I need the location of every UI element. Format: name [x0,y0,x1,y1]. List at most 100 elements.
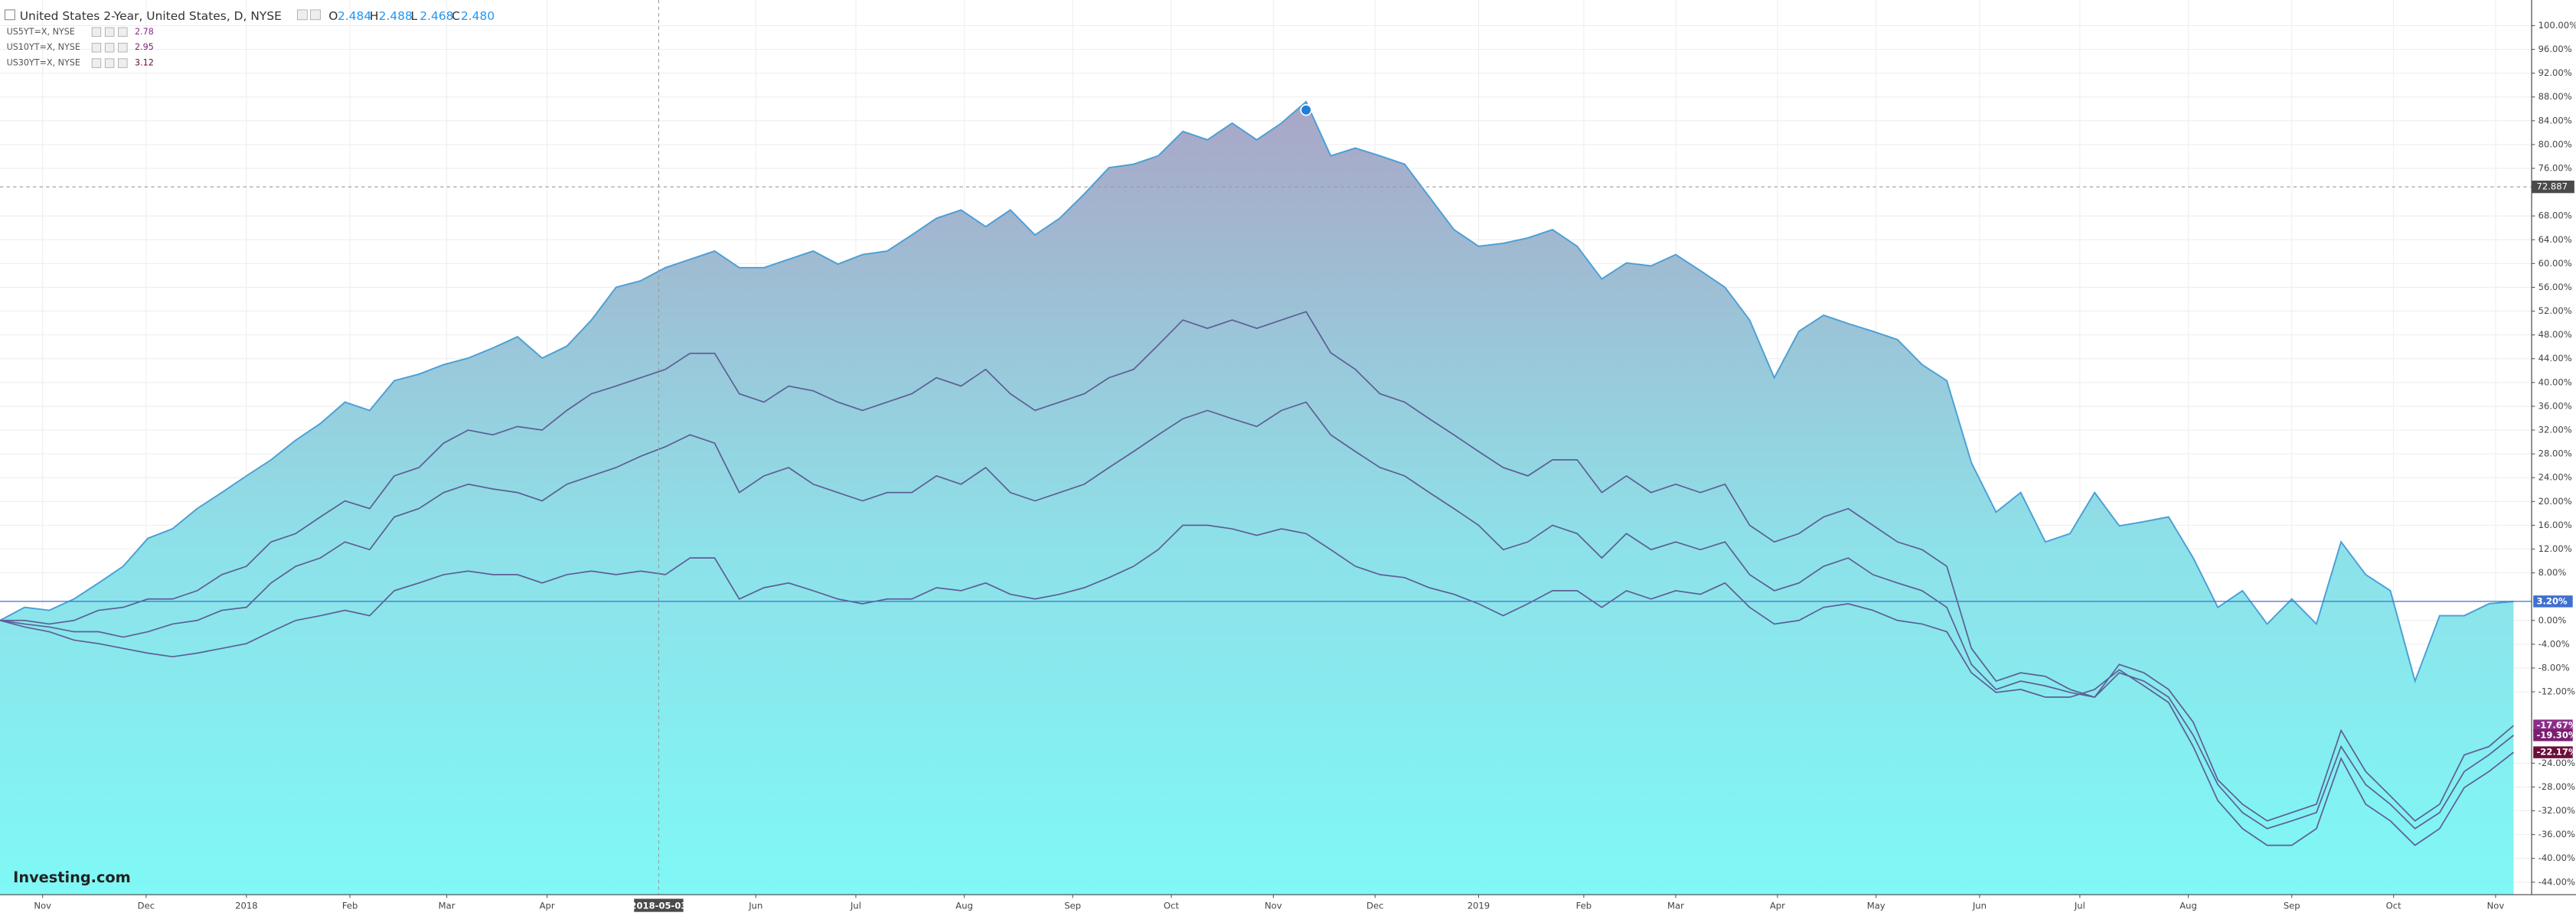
x-tick-label: Nov [34,901,51,911]
y-tick-label: 40.00% [2538,377,2572,387]
legend-button[interactable] [297,9,308,21]
x-tick-label: Feb [342,901,358,911]
y-tick-label: -44.00% [2538,876,2575,887]
legend-name: US30YT=X, NYSE [7,58,80,68]
ohlc-key: C [452,9,460,23]
x-tick-label: Apr [1770,901,1785,911]
legend-value: 3.12 [135,58,154,68]
last-value-tag [2533,595,2573,608]
event-flag[interactable] [1300,104,1312,116]
last-value-label: -17.67% [2536,720,2576,731]
y-tick-label: 92.00% [2538,67,2572,78]
y-tick-label: 88.00% [2538,91,2572,102]
ohlc-value: 2.468 [420,9,453,23]
last-value-tag [2533,729,2573,742]
last-value-label: 3.20% [2536,595,2568,606]
x-tick-label: Aug [955,901,973,911]
x-tick-label: Sep [1064,901,1081,911]
y-tick-label: 56.00% [2538,282,2572,292]
x-tick-label: 2018 [235,901,257,911]
last-value-tag [2533,746,2573,758]
ohlc-key: L [411,9,418,23]
x-tick-label: May [1867,901,1885,911]
x-tick-label: Oct [2386,901,2401,911]
y-tick-label: -24.00% [2538,758,2575,768]
y-tick-label: 76.00% [2538,162,2572,173]
y-tick-label: 36.00% [2538,400,2572,411]
y-tick-label: 52.00% [2538,305,2572,316]
x-tick-label: Sep [2284,901,2300,911]
crosshair-y-label: 72.887 [2536,181,2568,192]
legend-button[interactable] [91,42,102,53]
x-tick-label: 2019 [1468,901,1490,911]
crosshair-x-label: 2018-05-03 [630,901,687,911]
last-value-label: -22.17% [2536,747,2576,758]
legend-button[interactable] [118,42,128,53]
y-tick-label: 0.00% [2538,614,2567,625]
y-tick-label: -28.00% [2538,781,2575,792]
y-tick-label: 8.00% [2538,567,2567,578]
x-tick-label: Mar [439,901,455,911]
last-value-label: -19.30% [2536,729,2576,740]
watermark: Investing.com [13,869,131,886]
y-tick-label: 96.00% [2538,44,2572,54]
y-tick-label: 20.00% [2538,496,2572,507]
x-tick-label: Oct [1164,901,1179,911]
y-tick-label: 16.00% [2538,520,2572,530]
y-tick-label: 24.00% [2538,472,2572,483]
y-tick-label: 68.00% [2538,210,2572,221]
y-tick-label: 80.00% [2538,139,2572,149]
y-tick-label: 100.00% [2538,20,2576,31]
legend-name: US5YT=X, NYSE [7,27,75,37]
y-tick-label: -36.00% [2538,829,2575,839]
series-line [0,524,2514,846]
legend-button[interactable] [104,58,115,68]
area-line [0,100,2514,684]
ohlc-value: 2.484 [338,9,371,23]
axes: 100.00% 96.00% 92.00% 88.00% 84.00% 80.00% 76.… [34,20,2576,912]
y-tick-label: -4.00% [2538,638,2570,649]
legend: United States 2-Year, United States, D, … [4,9,495,68]
x-tick-label: Mar [1667,901,1684,911]
legend-button[interactable] [118,58,128,68]
x-tick-label: Jul [850,901,861,911]
y-tick-label: 44.00% [2538,353,2572,363]
x-tick-label: Nov [2487,901,2505,911]
y-tick-label: -32.00% [2538,805,2575,816]
legend-button[interactable] [310,9,321,21]
legend-button[interactable] [91,58,102,68]
legend-button[interactable] [104,42,115,53]
legend-rows: US5YT=X, NYSE 2.78 US10YT=X, NYSE 2.95 US30Y… [7,27,154,68]
x-tick-label: Dec [138,901,155,911]
crosshair-x-tag [634,898,684,912]
x-tick-label: Aug [2179,901,2197,911]
collapse-button[interactable] [4,9,15,21]
y-tick-label: 12.00% [2538,543,2572,554]
y-tick-label: 32.00% [2538,425,2572,435]
legend-button[interactable] [91,27,102,37]
ohlc-key: O [328,9,338,23]
x-tick-label: Jun [748,901,762,911]
y-tick-label: 28.00% [2538,448,2572,459]
x-tick-label: Jul [2074,901,2085,911]
y-tick-label: 84.00% [2538,115,2572,126]
symbol-title: United States 2-Year, United States, D, … [20,9,282,23]
y-tick-label: -8.00% [2538,662,2570,673]
y-tick-label: 48.00% [2538,329,2572,340]
x-tick-label: Feb [1576,901,1592,911]
area-fill [0,101,2514,895]
legend-value: 2.78 [135,27,154,37]
ohlc-value: 2.480 [461,9,495,23]
legend-button[interactable] [118,27,128,37]
series-line [0,401,2514,830]
legend-button[interactable] [104,27,115,37]
y-tick-label: 60.00% [2538,258,2572,269]
x-tick-label: Jun [1972,901,1987,911]
crosshair-y-tag [2532,181,2574,194]
ohlc-value: 2.488 [379,9,413,23]
x-tick-label: Dec [1366,901,1383,911]
legend-name: US10YT=X, NYSE [7,42,80,52]
y-tick-label: -12.00% [2538,686,2575,697]
